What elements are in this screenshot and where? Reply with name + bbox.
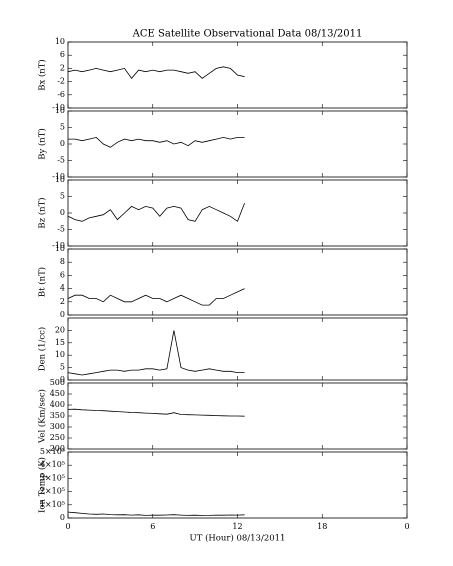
y-tick-label: 20 [55, 325, 65, 334]
x-tick-label: 18 [317, 522, 327, 531]
y-tick-label: 0 [60, 310, 65, 319]
y-tick-label: -5 [57, 156, 65, 165]
y-tick-label: 15 [55, 338, 65, 347]
y-tick-label: 0 [60, 513, 65, 522]
y-axis-label: Ion Temp (K) [37, 457, 48, 513]
y-tick-label: 500 [50, 378, 65, 387]
y-tick-label: 6 [60, 50, 65, 59]
y-tick-label: 5 [60, 363, 65, 372]
y-tick-label: 3×10⁵ [40, 473, 65, 482]
y-tick-label: 10 [55, 175, 65, 184]
y-tick-label: -10 [52, 172, 65, 181]
y-tick-label: 10 [55, 106, 65, 115]
data-line [68, 136, 245, 148]
data-line [67, 288, 245, 306]
y-tick-label: 10 [55, 37, 65, 46]
panel-frame [67, 110, 408, 178]
y-tick-label: 5×10⁵ [40, 447, 65, 456]
y-axis-label: Vel (Km/sec) [37, 389, 48, 444]
y-axis-label: By (nT) [37, 128, 48, 160]
y-tick-label: 450 [50, 389, 65, 398]
y-tick-label: 1×10⁵ [40, 500, 65, 509]
y-tick-label: 4 [60, 284, 65, 293]
y-axis-label: Bx (nT) [37, 59, 48, 91]
y-tick-label: -10 [52, 241, 65, 250]
data-line [67, 511, 245, 516]
panel-frame [67, 179, 408, 247]
x-axis-label: UT (Hour) 08/13/2011 [190, 533, 286, 544]
data-line [67, 408, 245, 417]
y-tick-label: 2×10⁵ [40, 487, 65, 496]
x-tick-label: 0 [404, 522, 409, 531]
y-tick-label: -6 [57, 90, 65, 99]
y-tick-label: 250 [50, 433, 65, 442]
y-tick-label: 2 [60, 63, 65, 72]
x-tick-label: 12 [232, 522, 242, 531]
panel-frame [67, 451, 408, 519]
y-tick-label: 0 [60, 375, 65, 384]
y-tick-label: 300 [50, 422, 65, 431]
y-tick-label: 0 [60, 208, 65, 217]
panel-frame [67, 248, 408, 316]
y-tick-label: 400 [50, 400, 65, 409]
data-line [67, 66, 245, 79]
x-tick-label: 0 [65, 522, 70, 531]
y-tick-label: 8 [60, 257, 65, 266]
y-tick-label: 2 [60, 297, 65, 306]
data-line [67, 202, 245, 222]
y-tick-label: 10 [55, 244, 65, 253]
y-tick-label: 350 [50, 411, 65, 420]
y-tick-label: 6 [60, 270, 65, 279]
chart-title: ACE Satellite Observational Data 08/13/2… [132, 29, 363, 40]
y-axis-label: Den (1/cc) [37, 327, 48, 371]
y-tick-label: -2 [57, 77, 65, 86]
y-tick-label: 4×10⁵ [40, 460, 65, 469]
y-tick-label: 200 [50, 444, 65, 453]
y-tick-label: -5 [57, 225, 65, 234]
y-axis-label: Bz (nT) [37, 197, 48, 228]
y-tick-label: 10 [55, 350, 65, 359]
data-line [67, 330, 245, 376]
y-axis-label: Bt (nT) [37, 267, 48, 297]
y-tick-label: -10 [52, 103, 65, 112]
y-tick-label: 5 [60, 192, 65, 201]
x-tick-label: 6 [150, 522, 155, 531]
y-tick-label: 5 [60, 123, 65, 132]
y-tick-label: 0 [60, 139, 65, 148]
